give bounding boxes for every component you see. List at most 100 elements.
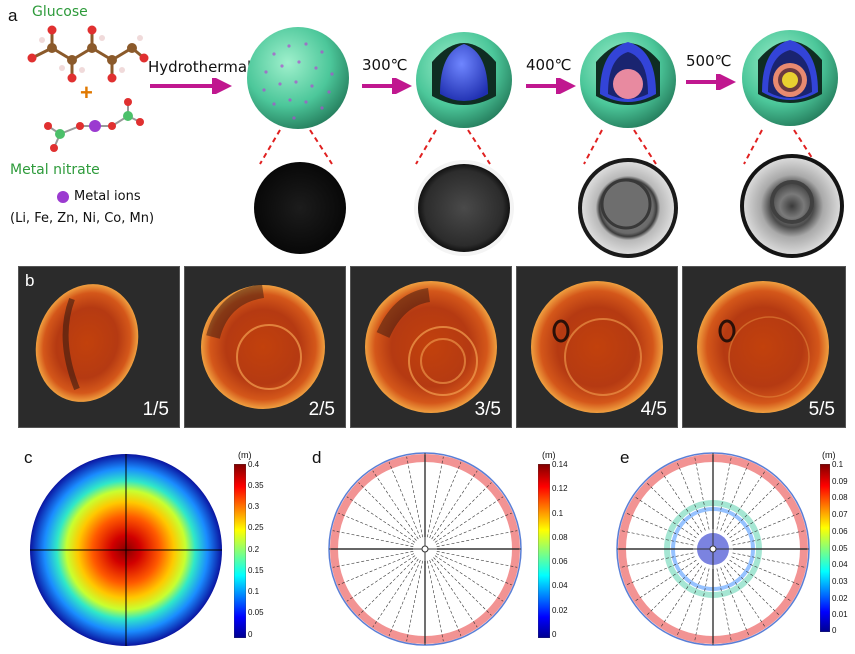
colorbar-d-tick: 0.04 bbox=[552, 581, 568, 590]
colorbar-c-unit: (m) bbox=[238, 450, 252, 460]
colorbar-d: (m) 0.14 0.12 0.1 0.08 0.06 0.04 0.02 0 bbox=[538, 450, 598, 648]
mesh-spoke bbox=[694, 456, 710, 530]
arrow-hydrothermal bbox=[150, 78, 232, 94]
mesh-spoke bbox=[732, 530, 806, 546]
tomography-tile-2: 2/5 bbox=[184, 266, 346, 428]
colorbar-d-tick: 0 bbox=[552, 630, 557, 639]
mesh-spoke bbox=[433, 482, 492, 541]
colorbar-c-tick: 0.4 bbox=[248, 460, 260, 469]
hydrothermal-label: Hydrothermal bbox=[148, 58, 252, 76]
mesh-spoke bbox=[676, 567, 706, 636]
arrow-400 bbox=[526, 78, 576, 94]
tomography-particle-4 bbox=[531, 281, 663, 413]
mesh-spoke bbox=[729, 496, 792, 539]
tem-image-1 bbox=[254, 162, 346, 254]
mesh-spoke bbox=[726, 482, 780, 536]
tomography-particle-1 bbox=[35, 284, 139, 402]
mesh-spoke bbox=[431, 558, 478, 628]
colorbar-e-tick: 0.03 bbox=[832, 577, 848, 586]
mesh-spoke bbox=[646, 482, 700, 536]
mesh-spoke bbox=[406, 560, 423, 642]
metal-nitrate-molecule bbox=[44, 98, 144, 152]
mesh-spoke bbox=[358, 482, 417, 541]
colorbar-e-tick: 0.08 bbox=[832, 493, 848, 502]
panel-e-letter: e bbox=[620, 448, 630, 467]
mesh-spoke bbox=[732, 552, 806, 568]
colorbar-c-tick: 0.05 bbox=[248, 608, 264, 617]
colorbar-e-tick: 0.07 bbox=[832, 510, 848, 519]
mesh-spoke bbox=[731, 556, 800, 586]
mesh-spoke bbox=[427, 560, 444, 642]
mesh-spoke bbox=[634, 496, 697, 539]
mesh-spoke bbox=[634, 559, 697, 602]
mesh-spoke bbox=[716, 456, 732, 530]
colorbar-e: (m) 0.1 0.09 0.08 0.07 0.06 0.05 0.04 0.… bbox=[820, 450, 854, 648]
colorbar-d-tick: 0.12 bbox=[552, 484, 568, 493]
metal-ions-label: Metal ions bbox=[74, 189, 141, 204]
colorbar-d-tick: 0.02 bbox=[552, 606, 568, 615]
mesh-spoke bbox=[436, 530, 518, 547]
mesh-spoke bbox=[720, 567, 750, 636]
colorbar-d-tick: 0.06 bbox=[552, 557, 568, 566]
colorbar-e-unit: (m) bbox=[822, 450, 836, 460]
colorbar-d-tick: 0.1 bbox=[552, 509, 564, 518]
mesh-spoke bbox=[388, 559, 421, 636]
fraction-label-3: 3/5 bbox=[474, 399, 501, 420]
tomography-tile-5: 5/5 bbox=[682, 266, 846, 428]
panel-d-mesh-diagram bbox=[328, 452, 522, 646]
colorbar-d-tick: 0.14 bbox=[552, 460, 568, 469]
mesh-spoke bbox=[346, 496, 416, 543]
colorbar-c: (m) 0.4 0.35 0.3 0.25 0.2 0.15 0.1 0.05 … bbox=[234, 450, 294, 648]
mesh-spoke bbox=[433, 557, 492, 616]
mesh-spoke bbox=[406, 456, 423, 538]
mesh-spoke bbox=[723, 565, 766, 628]
plus-sign: + bbox=[80, 80, 93, 105]
mesh-spoke bbox=[434, 555, 504, 602]
mesh-spoke bbox=[388, 462, 421, 539]
colorbar-e-tick: 0.09 bbox=[832, 477, 848, 486]
colorbar-d-tick: 0.08 bbox=[552, 533, 568, 542]
mesh-spoke bbox=[731, 512, 800, 542]
mesh-spoke bbox=[427, 456, 444, 538]
sphere-stage-300 bbox=[416, 32, 512, 128]
mesh-spoke bbox=[676, 462, 706, 531]
colorbar-c-tick: 0.1 bbox=[248, 587, 260, 596]
fraction-label-1: 1/5 bbox=[142, 399, 169, 420]
tomography-tile-4: 4/5 bbox=[516, 266, 678, 428]
temp-500: 500℃ bbox=[686, 52, 732, 70]
mesh-spoke bbox=[434, 496, 504, 543]
zoom-dashes bbox=[259, 129, 817, 165]
glucose-molecule bbox=[27, 25, 149, 83]
panel-c-heatmap-disk bbox=[30, 454, 222, 646]
colorbar-c-tick: 0.15 bbox=[248, 566, 264, 575]
colorbar-d-gradient bbox=[538, 464, 550, 638]
fraction-label-4: 4/5 bbox=[640, 399, 667, 420]
panel-d-letter: d bbox=[312, 448, 322, 467]
mesh-spoke bbox=[372, 558, 419, 628]
mesh-spoke bbox=[720, 462, 750, 531]
mesh-spoke bbox=[338, 512, 415, 545]
colorbar-e-gradient bbox=[820, 464, 830, 632]
mesh-spoke bbox=[723, 470, 766, 533]
colorbar-e-tick: 0.06 bbox=[832, 527, 848, 536]
metal-ions-list: (Li, Fe, Zn, Ni, Co, Mn) bbox=[10, 211, 155, 226]
tem-image-4 bbox=[740, 154, 844, 258]
mesh-spoke bbox=[338, 553, 415, 586]
colorbar-c-tick: 0.25 bbox=[248, 523, 264, 532]
colorbar-e-tick: 0 bbox=[832, 626, 837, 635]
colorbar-c-tick: 0.2 bbox=[248, 545, 260, 554]
sphere-stage-400 bbox=[580, 32, 676, 128]
mesh-spoke bbox=[435, 553, 512, 586]
mesh-center bbox=[709, 545, 717, 553]
panel-e-mesh-diagram bbox=[616, 452, 810, 646]
mesh-spoke bbox=[626, 512, 695, 542]
mesh-spoke bbox=[646, 562, 700, 616]
mesh-spoke bbox=[358, 557, 417, 616]
colorbar-c-gradient bbox=[234, 464, 246, 638]
mesh-spoke bbox=[372, 470, 419, 540]
mesh-spoke bbox=[429, 559, 462, 636]
colorbar-c-tick: 0.3 bbox=[248, 502, 260, 511]
colorbar-c-tick: 0 bbox=[248, 630, 253, 639]
mesh-spoke bbox=[716, 568, 732, 642]
panel-c-letter: c bbox=[24, 448, 33, 467]
